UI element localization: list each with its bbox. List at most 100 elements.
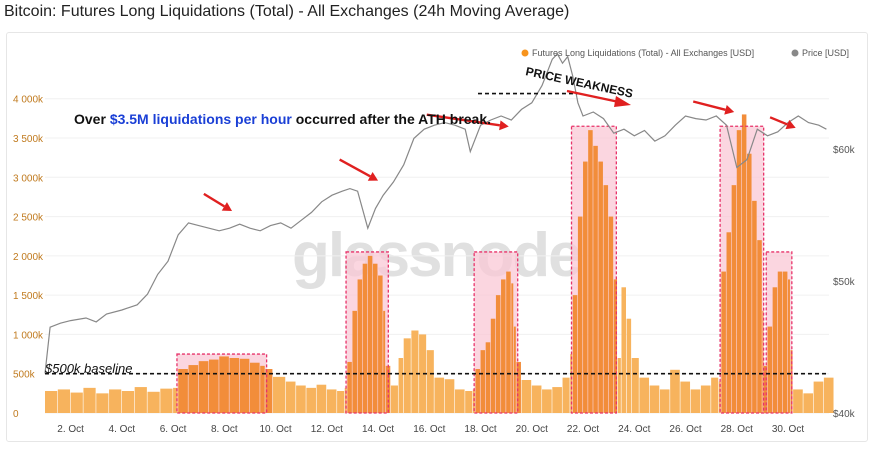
legend-series-label: Futures Long Liquidations (Total) - All … xyxy=(532,48,754,58)
liquidation-bar xyxy=(572,295,578,413)
x-tick-label: 24. Oct xyxy=(618,424,650,435)
liquidation-bar xyxy=(731,185,737,413)
y-left-tick-label: 1 000k xyxy=(13,330,44,341)
liquidation-bar xyxy=(239,358,250,413)
liquidation-bar xyxy=(344,387,347,413)
liquidation-bar xyxy=(475,369,480,413)
liquidation-bar xyxy=(352,310,357,413)
liquidation-bar xyxy=(326,389,337,413)
highlight-border xyxy=(345,251,389,414)
liquidation-bar xyxy=(219,356,229,413)
liquidation-bar xyxy=(398,358,404,413)
liquidation-bar xyxy=(552,387,562,413)
liquidation-bar xyxy=(316,384,327,413)
liquidation-bar xyxy=(588,130,593,413)
chart-title: Bitcoin: Futures Long Liquidations (Tota… xyxy=(4,3,570,20)
liquidation-bar xyxy=(782,271,788,413)
liquidation-bar xyxy=(803,393,814,413)
liquidation-bar xyxy=(639,377,650,413)
liquidation-bar xyxy=(747,153,752,413)
weakness-arrow-head xyxy=(614,96,631,107)
highlight-border xyxy=(570,125,617,414)
highlight-border xyxy=(176,353,268,414)
liquidation-bar xyxy=(772,287,778,413)
trend-arrow-head xyxy=(724,104,735,115)
liquidation-bar xyxy=(659,389,670,413)
liquidation-bar xyxy=(726,232,732,413)
liquidation-bar xyxy=(631,358,639,413)
trend-arrow-shaft xyxy=(692,100,726,111)
liquidation-bar xyxy=(593,145,598,413)
trend-arrow-shaft xyxy=(203,192,225,208)
trend-arrow-shaft xyxy=(339,158,371,178)
y-left-tick-label: 500k xyxy=(13,370,36,381)
liquidation-bar xyxy=(813,381,824,413)
liquidation-bar xyxy=(306,387,316,413)
x-tick-label: 6. Oct xyxy=(160,424,187,435)
liquidation-bar xyxy=(285,381,296,413)
liquidation-bar xyxy=(736,130,742,413)
liquidation-bar xyxy=(777,271,783,413)
liquidation-bar xyxy=(378,275,383,413)
liquidation-bars xyxy=(45,114,834,413)
liquidation-bar xyxy=(347,361,352,413)
y-left-tick-label: 2 500k xyxy=(13,213,44,224)
liquidation-bar xyxy=(70,392,83,413)
liquidation-bar xyxy=(583,161,588,413)
liquidation-bar xyxy=(198,361,209,413)
liquidation-bar xyxy=(296,385,306,413)
liquidation-bar xyxy=(147,391,160,413)
liquidation-bar xyxy=(134,387,147,413)
trend-arrow-head xyxy=(785,119,796,130)
liquidation-bar xyxy=(96,393,109,413)
liquidation-bar xyxy=(603,185,609,413)
liquidation-bar xyxy=(531,385,542,413)
highlight-border xyxy=(473,251,519,414)
liquidation-bar xyxy=(608,216,614,413)
liquidation-bar xyxy=(337,391,345,413)
x-tick-label: 18. Oct xyxy=(464,424,496,435)
liquidation-bar xyxy=(757,240,762,413)
trend-arrows xyxy=(203,89,796,212)
liquidation-bar xyxy=(109,389,122,413)
liquidation-bar xyxy=(649,385,660,413)
trend-arrow-head xyxy=(221,202,233,212)
legend: Futures Long Liquidations (Total) - All … xyxy=(521,48,849,58)
x-tick-label: 26. Oct xyxy=(669,424,701,435)
liquidation-bar xyxy=(680,381,691,413)
liquidation-bar xyxy=(767,326,773,413)
grid-lines xyxy=(45,98,829,414)
liquidation-bar xyxy=(260,365,265,413)
liquidation-bar xyxy=(511,283,514,413)
liquidation-bar xyxy=(465,391,473,413)
liquidation-bar xyxy=(372,263,378,413)
trend-arrow-head xyxy=(499,120,509,131)
x-tick-label: 10. Oct xyxy=(259,424,291,435)
liquidation-bar xyxy=(434,377,445,413)
liquidation-bar xyxy=(542,389,552,413)
liquidation-bar xyxy=(454,389,465,413)
x-tick-label: 4. Oct xyxy=(109,424,136,435)
liquidation-bar xyxy=(265,369,273,413)
y-right-tick-label: $50k xyxy=(833,277,856,288)
liquidation-bar xyxy=(763,365,767,413)
liquidation-bar xyxy=(472,389,475,413)
liquidation-bar xyxy=(617,358,621,413)
price-line xyxy=(44,53,827,374)
liquidation-bar xyxy=(495,295,501,413)
liquidation-bar xyxy=(823,377,834,413)
liquidation-bar xyxy=(273,376,286,413)
ath-annotation-post: occurred after the ATH break. xyxy=(292,111,491,127)
liquidation-bar xyxy=(45,391,58,413)
liquidation-bar xyxy=(506,271,511,413)
liquidation-bar xyxy=(521,380,532,413)
x-tick-label: 22. Oct xyxy=(567,424,599,435)
liquidation-bar xyxy=(403,338,411,413)
x-tick-label: 30. Oct xyxy=(772,424,804,435)
liquidation-bar xyxy=(516,361,521,413)
legend-price-label: Price [USD] xyxy=(802,48,849,58)
highlight-border xyxy=(765,251,793,414)
ath-annotation: Over $3.5M liquidations per hour occurre… xyxy=(74,111,491,127)
x-tick-label: 8. Oct xyxy=(211,424,238,435)
